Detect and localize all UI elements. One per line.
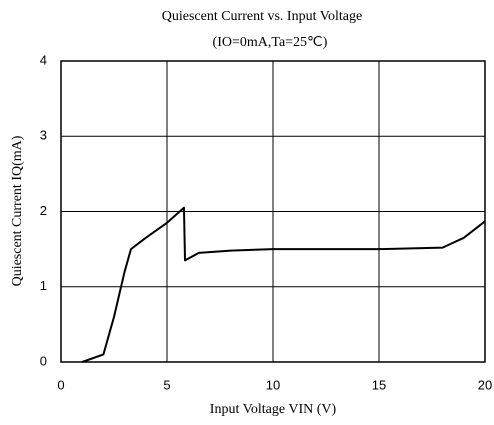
x-tick-label: 5 <box>163 377 170 392</box>
x-tick-label: 15 <box>372 377 386 392</box>
y-tick-label: 4 <box>40 52 47 67</box>
y-tick-label: 2 <box>40 203 47 218</box>
y-tick-label: 0 <box>40 353 47 368</box>
x-tick-label: 20 <box>478 377 492 392</box>
data-line <box>81 206 486 363</box>
chart-title: Quiescent Current vs. Input Voltage <box>162 9 363 24</box>
y-axis-label: Quiescent Current IQ(mA) <box>10 135 25 286</box>
chart-subtitle: (IO=0mA,Ta=25℃) <box>213 35 328 50</box>
x-tick-label: 10 <box>266 377 280 392</box>
y-tick-label: 3 <box>40 128 47 143</box>
y-tick-label: 1 <box>40 278 47 293</box>
x-axis-label: Input Voltage VIN (V) <box>210 402 337 417</box>
x-tick-label: 0 <box>57 377 64 392</box>
